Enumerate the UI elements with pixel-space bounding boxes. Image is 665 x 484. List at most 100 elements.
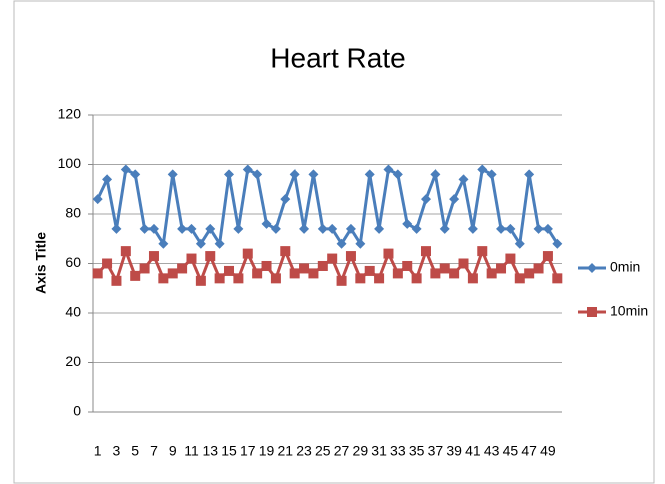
x-tick-label: 39 — [446, 443, 462, 459]
point-marker — [458, 258, 469, 269]
point-marker — [148, 223, 159, 234]
point-marker — [120, 164, 131, 175]
point-marker — [261, 260, 272, 271]
point-marker — [420, 194, 431, 205]
point-marker — [317, 223, 328, 234]
point-marker — [383, 164, 394, 175]
point-marker — [299, 223, 310, 234]
x-tick-label: 7 — [150, 443, 158, 459]
point-marker — [505, 223, 516, 234]
chart-frame — [13, 0, 655, 484]
x-tick-label: 15 — [221, 443, 237, 459]
point-marker — [270, 273, 281, 284]
point-marker — [392, 169, 403, 180]
x-tick-label: 29 — [353, 443, 369, 459]
x-tick-label: 13 — [202, 443, 218, 459]
point-marker — [552, 273, 563, 284]
point-marker — [111, 223, 122, 234]
x-tick-label: 45 — [503, 443, 519, 459]
x-tick-label: 27 — [334, 443, 350, 459]
point-marker — [430, 268, 441, 279]
x-tick-label: 35 — [409, 443, 425, 459]
point-marker — [374, 223, 385, 234]
legend-label: 0min — [610, 259, 640, 275]
point-marker — [355, 273, 366, 284]
x-tick-label: 47 — [521, 443, 537, 459]
point-marker — [270, 223, 281, 234]
point-marker — [252, 268, 263, 279]
point-marker — [148, 251, 159, 262]
y-tick-label: 120 — [58, 106, 82, 122]
point-marker — [158, 273, 169, 284]
point-marker — [411, 273, 422, 284]
point-marker — [177, 263, 188, 274]
x-tick-label: 5 — [131, 443, 139, 459]
point-marker — [252, 169, 263, 180]
point-marker — [102, 258, 113, 269]
point-marker — [195, 238, 206, 249]
point-marker — [92, 194, 103, 205]
point-marker — [224, 169, 235, 180]
point-marker — [195, 275, 206, 286]
y-tick-label: 0 — [73, 403, 81, 419]
point-marker — [289, 268, 300, 279]
point-marker — [477, 164, 488, 175]
point-marker — [224, 265, 235, 276]
x-tick-label: 3 — [113, 443, 121, 459]
point-marker — [542, 223, 553, 234]
point-marker — [514, 238, 525, 249]
point-marker — [177, 223, 188, 234]
point-marker — [242, 248, 253, 259]
point-marker — [289, 169, 300, 180]
point-marker — [158, 238, 169, 249]
point-marker — [280, 246, 291, 257]
point-marker — [411, 223, 422, 234]
point-marker — [167, 268, 178, 279]
point-marker — [242, 164, 253, 175]
x-tick-label: 25 — [315, 443, 331, 459]
point-marker — [392, 268, 403, 279]
point-marker — [130, 169, 141, 180]
y-tick-label: 100 — [58, 155, 82, 171]
point-marker — [317, 260, 328, 271]
point-marker — [402, 260, 413, 271]
legend-marker — [587, 307, 597, 317]
x-tick-label: 33 — [390, 443, 406, 459]
point-marker — [280, 194, 291, 205]
point-marker — [233, 223, 244, 234]
point-marker — [111, 275, 122, 286]
point-marker — [299, 263, 310, 274]
point-marker — [186, 223, 197, 234]
point-marker — [214, 238, 225, 249]
point-marker — [449, 268, 460, 279]
point-marker — [383, 248, 394, 259]
point-marker — [533, 223, 544, 234]
point-marker — [374, 273, 385, 284]
x-tick-label: 37 — [428, 443, 444, 459]
point-marker — [92, 268, 103, 279]
point-marker — [467, 223, 478, 234]
point-marker — [233, 273, 244, 284]
x-tick-label: 41 — [465, 443, 481, 459]
x-tick-label: 17 — [240, 443, 256, 459]
point-marker — [496, 223, 507, 234]
x-tick-label: 1 — [94, 443, 102, 459]
point-marker — [402, 218, 413, 229]
point-marker — [327, 223, 338, 234]
point-marker — [355, 238, 366, 249]
point-marker — [542, 251, 553, 262]
point-marker — [524, 169, 535, 180]
x-tick-label: 43 — [484, 443, 500, 459]
point-marker — [308, 268, 319, 279]
point-marker — [336, 238, 347, 249]
point-marker — [167, 169, 178, 180]
point-marker — [458, 174, 469, 185]
y-axis-title: Axis Title — [33, 232, 49, 294]
x-tick-label: 9 — [169, 443, 177, 459]
point-marker — [327, 253, 338, 264]
point-marker — [364, 169, 375, 180]
point-marker — [496, 263, 507, 274]
point-marker — [514, 273, 525, 284]
point-marker — [345, 223, 356, 234]
